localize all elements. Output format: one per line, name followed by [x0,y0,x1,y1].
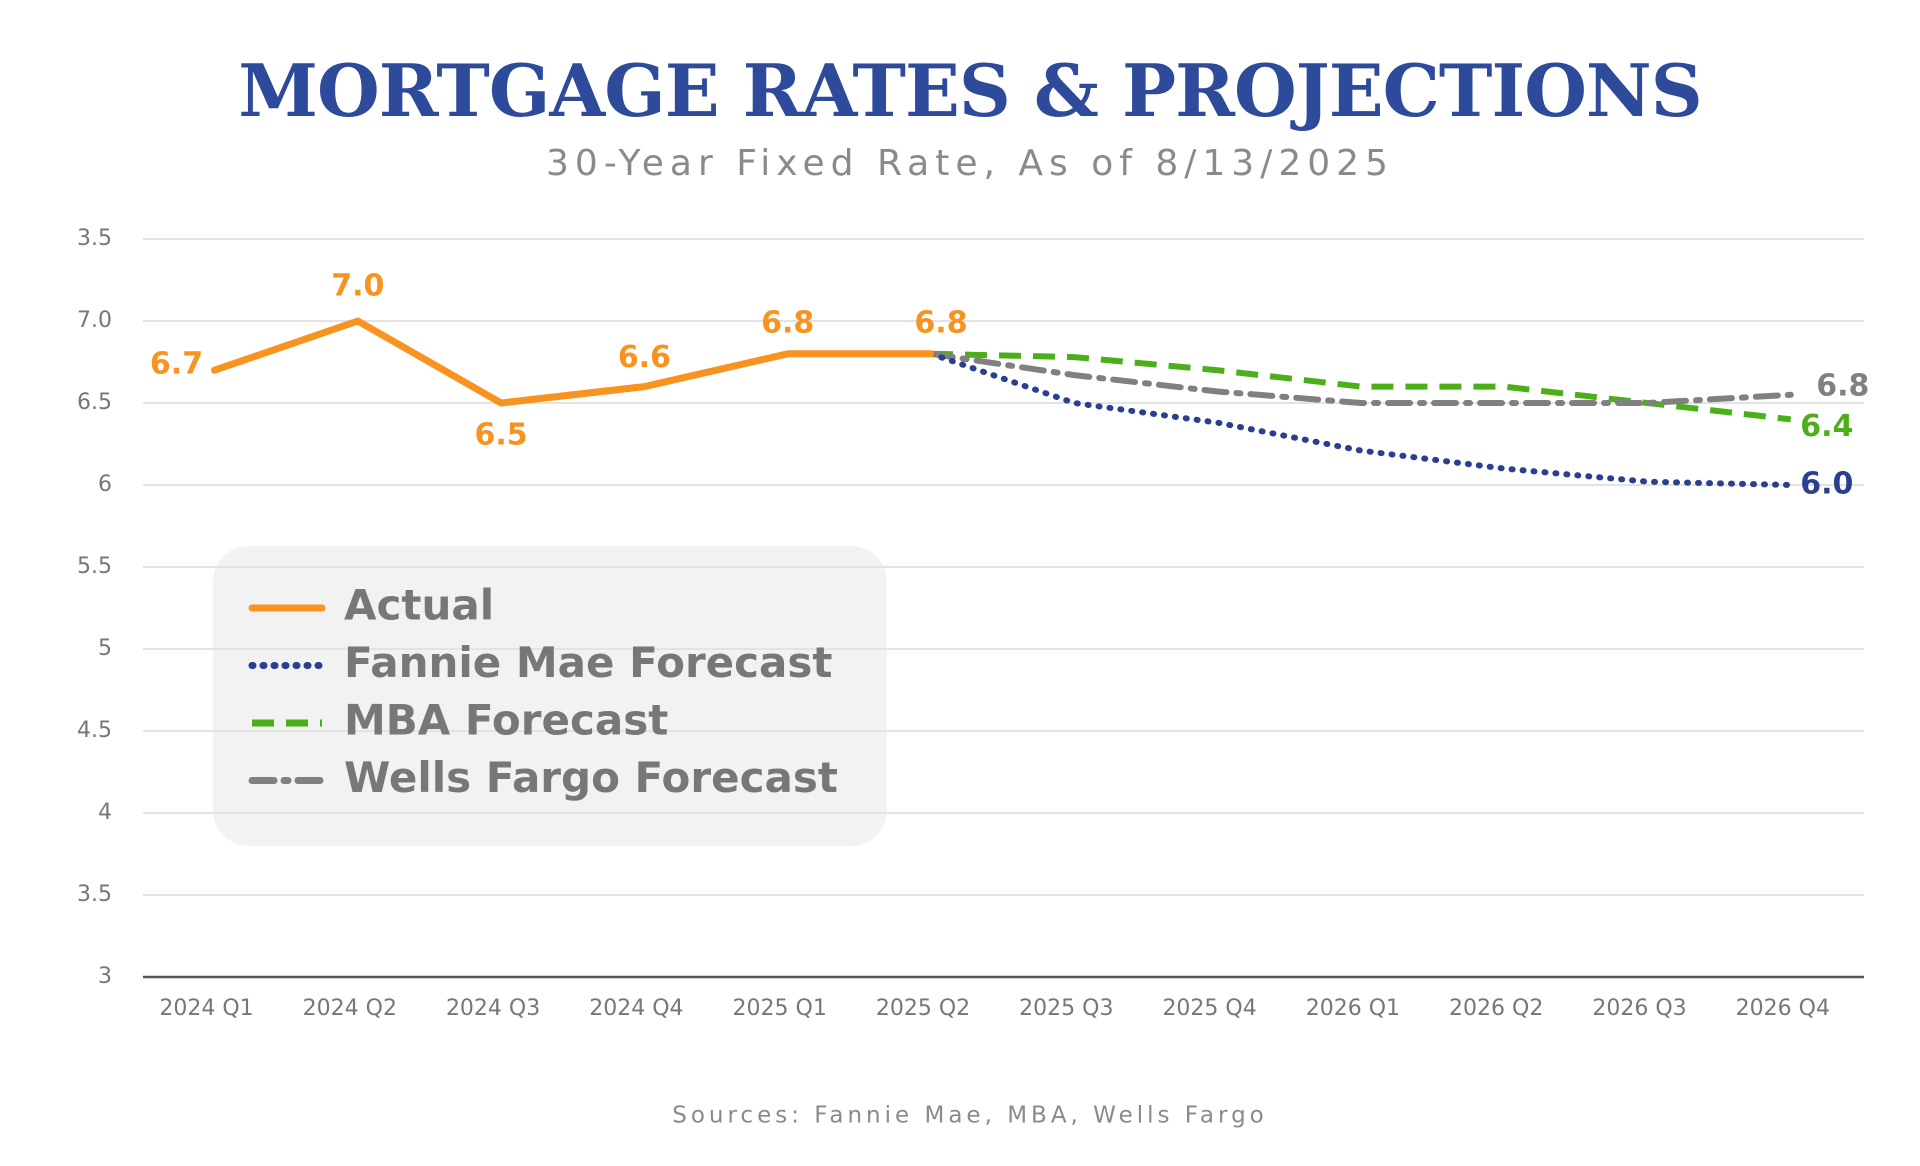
x-tick-label: 2024 Q1 [159,996,253,1021]
y-tick-label: 6 [98,472,112,497]
legend-box [213,546,887,846]
legend-label: MBA Forecast [344,696,668,745]
data-label: 7.0 [331,269,384,304]
y-tick-label: 3 [98,964,112,989]
data-label: 6.5 [475,418,528,453]
data-label: 6.6 [618,340,671,375]
x-tick-label: 2026 Q4 [1736,996,1830,1021]
x-tick-label: 2026 Q1 [1306,996,1400,1021]
y-tick-label: 4.5 [77,718,112,743]
data-label: 6.0 [1800,467,1853,502]
chart-title: MORTGAGE RATES & PROJECTIONS [238,48,1701,133]
data-label: 6.8 [914,305,967,340]
x-tick-label: 2024 Q4 [589,996,683,1021]
x-tick-label: 2025 Q2 [876,996,970,1021]
data-label: 6.7 [150,347,203,382]
legend-label: Wells Fargo Forecast [344,753,838,802]
legend-label: Fannie Mae Forecast [344,638,832,687]
series-line [211,317,935,407]
y-tick-label: 7.0 [77,308,112,333]
chart-subtitle: 30-Year Fixed Rate, As of 8/13/2025 [546,143,1394,184]
x-tick-label: 2025 Q3 [1019,996,1113,1021]
data-label: 6.4 [1800,409,1853,444]
x-tick-label: 2026 Q2 [1449,996,1543,1021]
x-tick-label: 2026 Q3 [1592,996,1686,1021]
series-line [928,350,1794,488]
source: Sources: Fannie Mae, MBA, Wells Fargo [672,1103,1268,1129]
series-line [930,350,1792,423]
x-tick-label: 2024 Q3 [446,996,540,1021]
y-tick-label: 5.5 [77,554,112,579]
x-tick-label: 2025 Q1 [733,996,827,1021]
x-tick-label: 2025 Q4 [1162,996,1256,1021]
y-tick-label: 5 [98,636,112,661]
legend-label: Actual [344,581,494,630]
y-tick-label: 3.5 [77,882,112,907]
y-tick-label: 3.5 [77,226,112,251]
series-line [928,350,1794,406]
y-tick-label: 6.5 [77,390,112,415]
y-tick-label: 4 [98,800,112,825]
annotation: 6.8 [1816,368,1869,403]
x-tick-label: 2024 Q2 [303,996,397,1021]
data-label: 6.8 [761,305,814,340]
